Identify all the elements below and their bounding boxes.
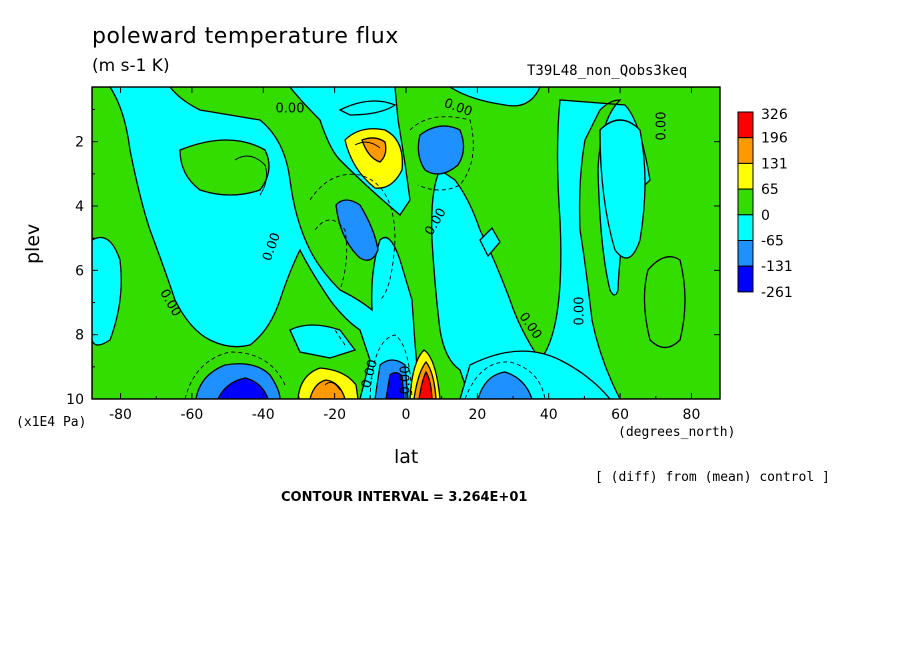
y-tick-label: 4 [75,199,84,215]
contour-label: 0.00 [573,297,588,326]
contour-label: 0.00 [276,102,305,117]
x-tick-label: -80 [109,407,132,423]
contour-field [92,87,720,399]
colorbar-label: 131 [761,156,788,172]
run-name: T39L48_non_Qobs3keq [527,63,688,79]
strong-positive-regions [297,128,441,399]
y-axis-unit: (x1E4 Pa) [16,415,87,430]
contour-label: 0.00 [399,366,414,395]
x-tick-label: 20 [468,407,486,423]
strong-negative-regions [217,372,405,399]
contour-label: 0.00 [359,358,381,390]
contour-interval: CONTOUR INTERVAL = 3.264E+01 [281,490,528,505]
colorbar-swatch [737,214,754,242]
colorbar-swatch [737,188,754,216]
colorbar-label: 196 [761,131,788,147]
colorbar-label: 0 [761,208,770,224]
y-axis-ticks: 2 4 6 8 10 [66,109,720,408]
colorbar-label: -261 [761,285,793,301]
x-axis-label: lat [394,446,419,468]
x-tick-label: 80 [683,407,701,423]
x-tick-label: -40 [252,407,275,423]
positive-contour-lines [234,141,381,391]
colorbar-swatch [737,240,754,267]
colorbar-swatch [737,162,754,190]
y-tick-label: 6 [75,263,84,279]
chart-units: (m s-1 K) [92,56,170,76]
x-tick-label: -20 [323,407,346,423]
y-tick-label: 8 [75,328,84,344]
difference-note: [ (diff) from (mean) control ] [595,470,830,485]
colorbar-label: 326 [761,107,788,123]
colorbar-swatch [737,265,754,293]
colorbar: 326 196 131 65 0 -65 -131 -261 [737,107,793,301]
contour-label: 0.00 [655,112,670,141]
colorbar-swatch [737,137,754,164]
x-tick-label: 40 [540,407,558,423]
x-tick-label: -60 [180,407,203,423]
negative-contour-lines [184,116,546,399]
colorbar-label: -65 [761,234,784,250]
colorbar-swatch [737,111,754,139]
colorbar-label: 65 [761,182,779,198]
y-tick-label: 10 [66,392,84,408]
positive-regions [92,87,720,399]
colorbar-label: -131 [761,259,793,275]
y-tick-label: 2 [75,135,84,151]
chart-title: poleward temperature flux [92,24,399,49]
x-axis-unit: (degrees_north) [618,425,736,440]
x-tick-label: 60 [611,407,629,423]
x-tick-label: 0 [402,407,411,423]
x-axis-ticks: -80 -60 -40 -20 0 20 40 60 80 [109,87,700,423]
